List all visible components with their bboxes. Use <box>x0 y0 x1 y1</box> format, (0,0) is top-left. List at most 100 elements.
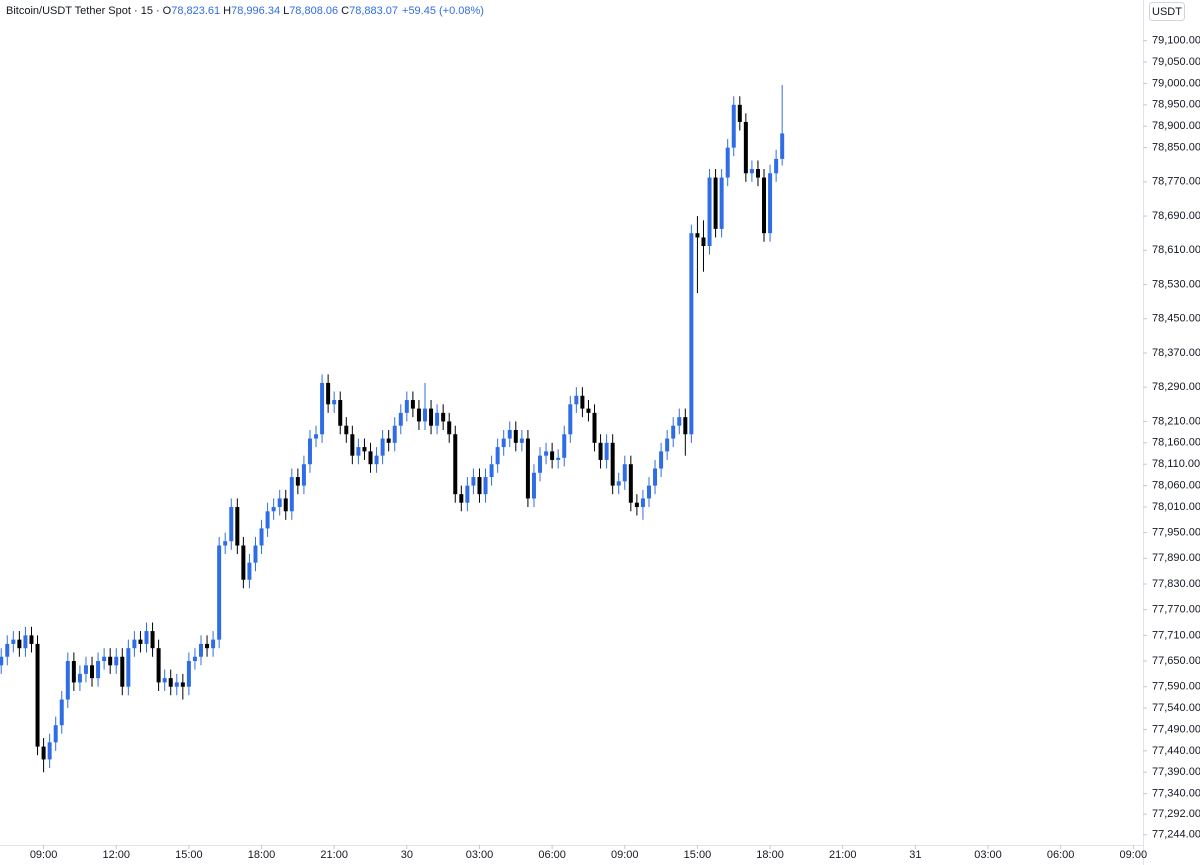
candle <box>314 425 319 448</box>
candle-body <box>29 635 34 644</box>
candle <box>156 639 161 691</box>
candle <box>96 652 101 687</box>
candle <box>416 400 421 430</box>
legend-value: 78,823.61 <box>171 5 220 17</box>
currency-box[interactable] <box>1149 2 1185 21</box>
candle-body <box>126 648 131 687</box>
candle-body <box>701 237 706 247</box>
x-tick-label: 06:00 <box>538 849 566 861</box>
candle-body <box>392 425 397 443</box>
candle-body <box>550 451 555 460</box>
candle-body <box>180 682 185 687</box>
candle <box>671 417 676 448</box>
candle <box>295 468 300 495</box>
candle-body <box>235 507 240 546</box>
y-tick-label: 77,244.00 <box>1152 829 1200 841</box>
x-tick-label: 21:00 <box>320 849 348 861</box>
x-tick-label: 03:00 <box>974 849 1002 861</box>
candle <box>592 404 597 452</box>
candle-body <box>90 665 95 679</box>
candle-body <box>332 400 337 405</box>
candle-body <box>465 485 470 503</box>
candle <box>780 84 785 166</box>
candle <box>768 164 773 242</box>
candle <box>192 648 197 670</box>
candle-body <box>374 455 379 465</box>
candle <box>301 455 306 495</box>
candle <box>404 391 409 422</box>
candle-body <box>780 133 785 159</box>
candle <box>640 489 645 520</box>
y-tick-label: 77,650.00 <box>1152 655 1200 667</box>
candle <box>241 536 246 589</box>
candle-body <box>23 635 28 649</box>
candle-body <box>441 412 446 422</box>
y-tick-label: 78,450.00 <box>1152 313 1200 325</box>
candle-body <box>277 498 282 507</box>
candle <box>755 160 760 187</box>
x-tick-label: 15:00 <box>175 849 203 861</box>
candle-body <box>301 464 306 486</box>
candle <box>762 169 767 242</box>
candle-body <box>422 408 427 422</box>
legend-key: L <box>283 5 289 17</box>
candle <box>556 449 561 469</box>
candle-body <box>386 438 391 443</box>
candle-body <box>11 639 16 644</box>
candle-body <box>653 468 658 486</box>
currency-label[interactable]: USDT <box>1152 6 1182 18</box>
candle-body <box>519 438 524 443</box>
candle-body <box>41 746 46 760</box>
y-tick-label: 77,590.00 <box>1152 681 1200 693</box>
candle <box>132 631 137 657</box>
candle <box>11 631 16 653</box>
candle-body <box>429 408 434 426</box>
candle-body <box>610 442 615 486</box>
candle <box>471 468 476 495</box>
candle <box>628 455 633 512</box>
candle <box>108 648 113 674</box>
candle-body <box>404 400 409 413</box>
candle <box>489 455 494 486</box>
candle-body <box>168 678 173 687</box>
candle <box>386 429 391 452</box>
y-tick-label: 79,100.00 <box>1152 35 1200 47</box>
candle-body <box>368 451 373 465</box>
candle-body <box>774 158 779 174</box>
candle-body <box>223 541 228 546</box>
legend-change: +59.45 (+0.08%) <box>402 5 484 17</box>
y-tick-label: 77,340.00 <box>1152 788 1200 800</box>
candle <box>719 169 724 238</box>
candle-body <box>544 451 549 456</box>
candle <box>538 447 543 482</box>
y-tick-label: 77,292.00 <box>1152 808 1200 820</box>
candle <box>235 498 240 555</box>
candle <box>126 639 131 696</box>
candle <box>713 169 718 238</box>
candle-body <box>71 661 76 683</box>
candle-body <box>380 438 385 456</box>
y-tick-label: 78,690.00 <box>1152 210 1200 222</box>
legend-value: 78,996.34 <box>231 5 280 17</box>
candle-body <box>762 177 767 234</box>
candle <box>150 622 155 657</box>
candle-body <box>574 395 579 405</box>
candle <box>743 113 748 182</box>
candle-body <box>132 639 137 649</box>
candle <box>338 391 343 435</box>
x-tick-label: 18:00 <box>756 849 784 861</box>
candle <box>604 434 609 469</box>
y-tick-label: 77,540.00 <box>1152 702 1200 714</box>
candle <box>289 468 294 520</box>
candle <box>265 502 270 537</box>
candle <box>410 391 415 418</box>
candle <box>168 669 173 696</box>
candle <box>677 408 682 435</box>
candle <box>332 391 337 413</box>
candle <box>0 648 4 674</box>
candle <box>422 382 427 430</box>
candle <box>223 532 228 555</box>
y-tick-label: 78,290.00 <box>1152 381 1200 393</box>
candle <box>737 96 742 131</box>
candle-body <box>453 434 458 495</box>
